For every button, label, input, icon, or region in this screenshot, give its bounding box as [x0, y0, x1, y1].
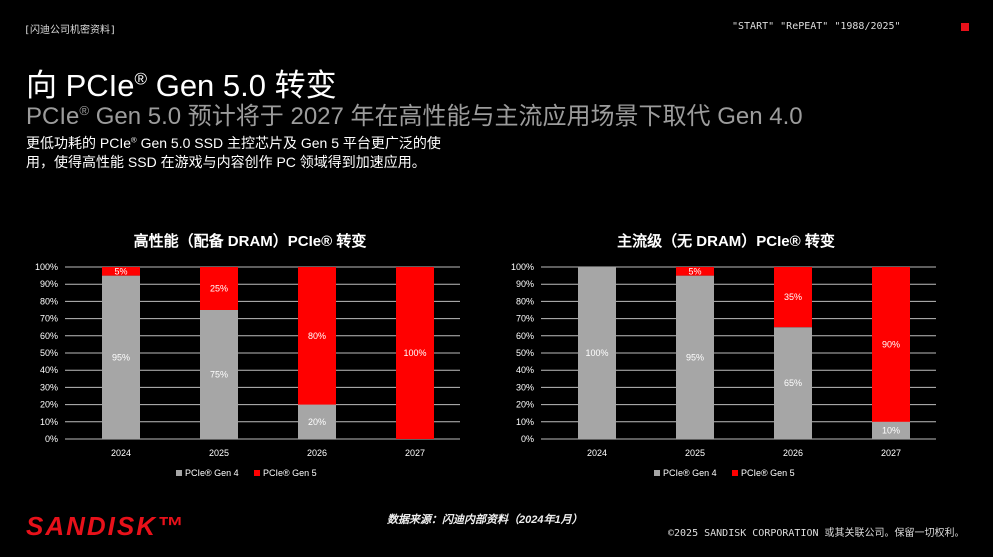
description: 更低功耗的 PCIe® Gen 5.0 SSD 主控芯片及 Gen 5 平台更广… — [26, 134, 446, 172]
x-tick-label: 2026 — [307, 448, 327, 458]
y-tick-label: 20% — [40, 400, 58, 410]
bar-gen5 — [298, 267, 336, 405]
data-label: 65% — [784, 378, 802, 388]
y-tick-label: 40% — [40, 365, 58, 375]
data-label: 100% — [403, 348, 426, 358]
y-tick-label: 0% — [521, 434, 534, 444]
data-source-note: 数据来源：闪迪内部资料（2024年1月） — [387, 514, 583, 526]
legend-label: PCIe® Gen 4 — [185, 468, 239, 478]
data-label: 5% — [114, 266, 127, 276]
y-tick-label: 70% — [40, 314, 58, 324]
description-part1: 更低功耗的 PCIe — [26, 135, 132, 151]
bar-gen5 — [676, 267, 714, 276]
y-tick-label: 0% — [45, 434, 58, 444]
y-tick-label: 10% — [40, 417, 58, 427]
confidential-label: [闪迪公司机密资料] — [24, 25, 117, 36]
y-tick-label: 100% — [35, 262, 58, 272]
y-tick-label: 100% — [511, 262, 534, 272]
data-label: 25% — [210, 284, 228, 294]
legend-label: PCIe® Gen 5 — [263, 468, 317, 478]
y-tick-label: 60% — [516, 331, 534, 341]
sandisk-logo: SANDISK™ — [26, 511, 185, 539]
bar-gen5 — [200, 267, 238, 310]
bar-gen4 — [200, 310, 238, 439]
bar-gen4 — [872, 421, 910, 439]
data-label: 10% — [882, 425, 900, 435]
data-label: 90% — [882, 339, 900, 349]
legend-swatch-gen5 — [732, 470, 738, 476]
x-tick-label: 2024 — [587, 448, 607, 458]
legend-swatch-gen4 — [176, 470, 182, 476]
y-tick-label: 20% — [516, 400, 534, 410]
bar-gen4 — [676, 275, 714, 439]
data-label: 5% — [688, 266, 701, 276]
y-tick-label: 30% — [516, 382, 534, 392]
y-tick-label: 50% — [516, 348, 534, 358]
bar-gen5 — [102, 267, 140, 276]
chart-1-title: 高性能（配备 DRAM）PCIe® 转变 — [134, 232, 367, 250]
subtitle-reg-mark: ® — [79, 103, 90, 118]
y-tick-label: 90% — [516, 279, 534, 289]
data-label: 95% — [686, 352, 704, 362]
y-tick-label: 80% — [40, 296, 58, 306]
page-subtitle: PCIe® Gen 5.0 预计将于 2027 年在高性能与主流应用场景下取代 … — [26, 96, 803, 131]
red-square-marker — [961, 23, 969, 31]
x-tick-label: 2025 — [209, 448, 229, 458]
y-tick-label: 90% — [40, 279, 58, 289]
y-tick-label: 10% — [516, 417, 534, 427]
logo-text: SANDISK™ — [26, 511, 185, 539]
data-label: 95% — [112, 352, 130, 362]
bar-gen4 — [298, 404, 336, 439]
bar-gen5 — [396, 267, 434, 439]
data-label: 80% — [308, 331, 326, 341]
x-tick-label: 2024 — [111, 448, 131, 458]
chart-2-title: 主流级（无 DRAM）PCIe® 转变 — [617, 232, 835, 250]
subtitle-suffix: Gen 5.0 预计将于 2027 年在高性能与主流应用场景下取代 Gen 4.… — [89, 103, 803, 130]
header-tags: "START" "RePEAT" "1988/2025" — [732, 21, 901, 32]
title-reg-mark: ® — [134, 69, 148, 89]
y-tick-label: 60% — [40, 331, 58, 341]
description-reg-mark: ® — [131, 135, 137, 145]
page-title: 向 PCIe® Gen 5.0 转变 — [26, 60, 337, 105]
data-label: 35% — [784, 292, 802, 302]
data-label: 100% — [585, 348, 608, 358]
title-suffix: Gen 5.0 转变 — [147, 68, 337, 103]
x-tick-label: 2027 — [881, 448, 901, 458]
description-part2: Gen 5.0 SSD 主控芯片及 Gen 5 平台更广泛的使用，使得高性能 S… — [26, 135, 441, 170]
data-label: 75% — [210, 370, 228, 380]
subtitle-prefix: PCIe — [26, 103, 80, 130]
bar-gen4 — [774, 327, 812, 439]
y-tick-label: 80% — [516, 296, 534, 306]
x-tick-label: 2025 — [685, 448, 705, 458]
y-tick-label: 40% — [516, 365, 534, 375]
x-tick-label: 2027 — [405, 448, 425, 458]
legend-label: PCIe® Gen 4 — [663, 468, 717, 478]
legend-swatch-gen4 — [654, 470, 660, 476]
x-tick-label: 2026 — [783, 448, 803, 458]
bar-gen5 — [774, 267, 812, 328]
bar-gen5 — [872, 267, 910, 422]
bar-gen4 — [102, 275, 140, 439]
bar-gen4 — [578, 267, 616, 439]
y-tick-label: 50% — [40, 348, 58, 358]
legend-label: PCIe® Gen 5 — [741, 468, 795, 478]
data-label: 20% — [308, 417, 326, 427]
legend-swatch-gen5 — [254, 470, 260, 476]
y-tick-label: 70% — [516, 314, 534, 324]
title-prefix: 向 PCIe — [26, 68, 135, 103]
copyright: ©2025 SANDISK CORPORATION 或其关联公司。保留一切权利。 — [668, 528, 965, 539]
y-tick-label: 30% — [40, 382, 58, 392]
